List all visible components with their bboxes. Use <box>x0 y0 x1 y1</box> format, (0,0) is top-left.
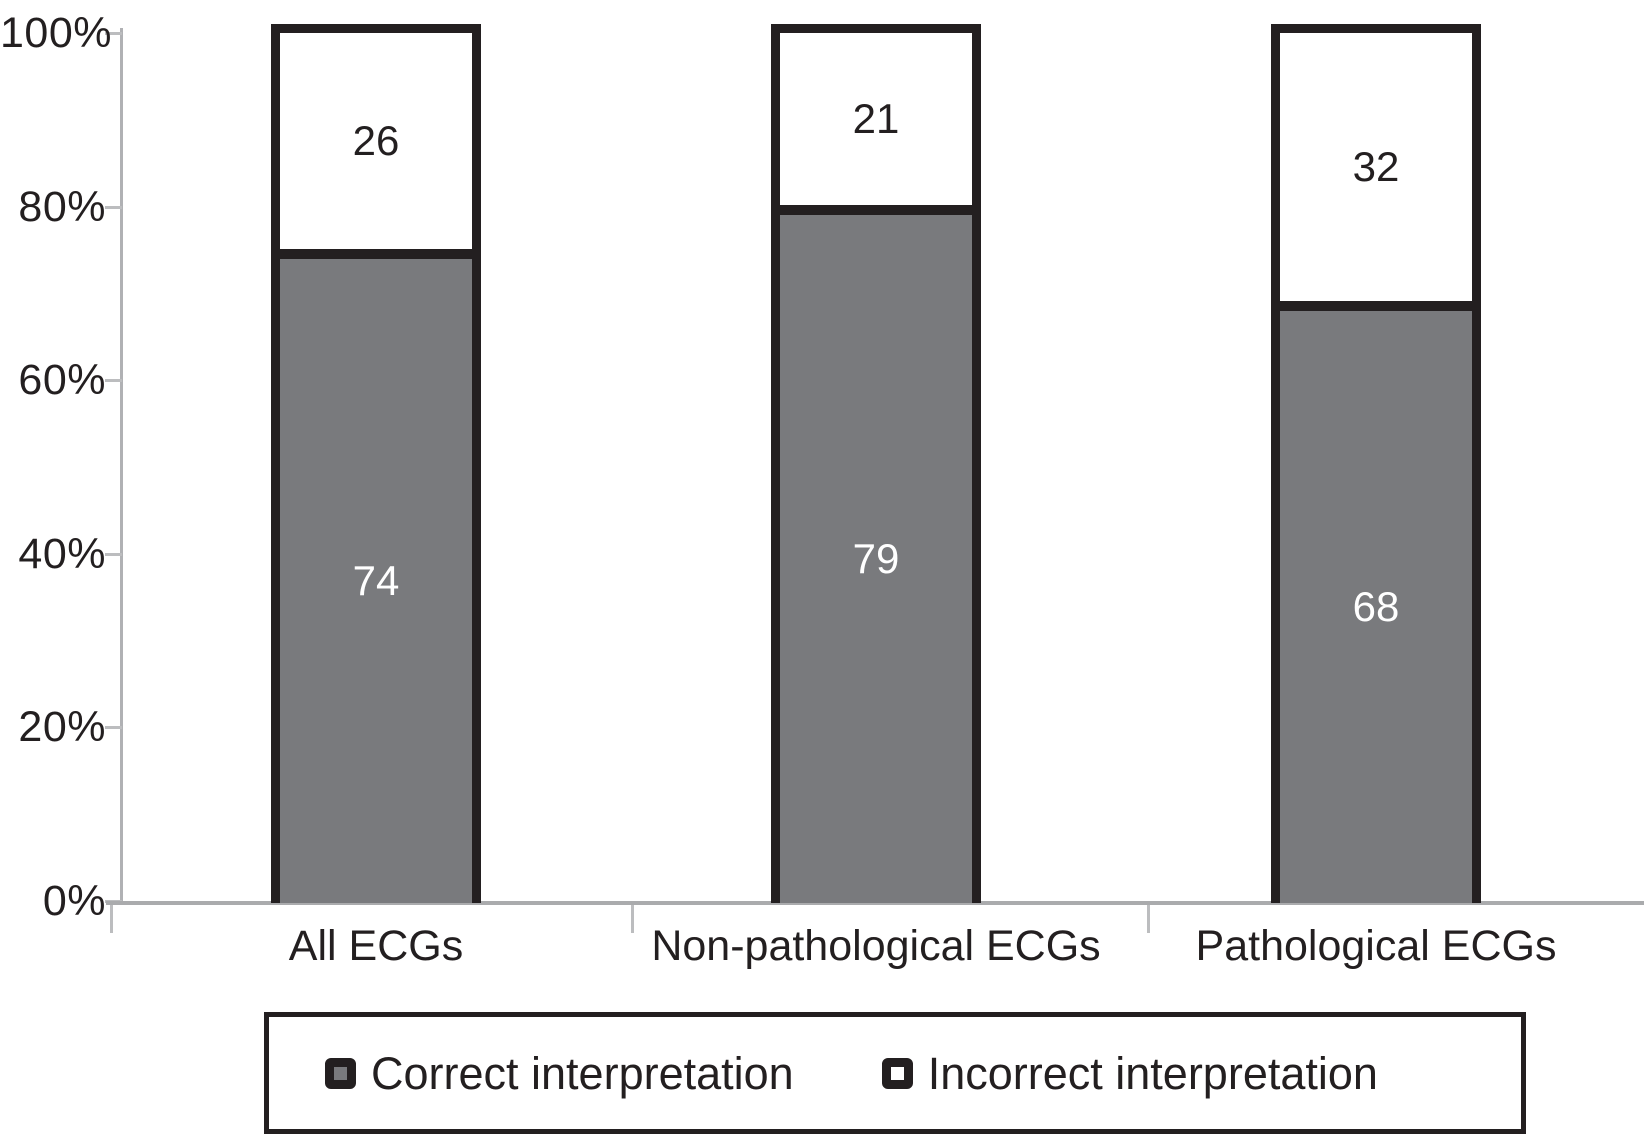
bar-group: 32 68 <box>1271 24 1481 903</box>
bar-value-label: 74 <box>352 557 400 604</box>
bar-value-label: 21 <box>852 95 900 142</box>
bar-segment-incorrect: 21 <box>780 33 972 215</box>
bar-segment-incorrect: 26 <box>280 33 472 259</box>
y-tick-label: 0% <box>42 877 106 925</box>
x-axis-line <box>106 901 1644 905</box>
x-tick-mark <box>631 903 634 933</box>
x-tick-mark <box>1147 903 1150 933</box>
bar-segment-correct: 79 <box>780 215 972 903</box>
y-tick-mark <box>105 205 122 209</box>
y-tick-mark <box>105 726 122 730</box>
y-tick-label: 80% <box>18 182 106 231</box>
legend-marker-correct-icon <box>325 1057 356 1089</box>
y-tick-label: 20% <box>18 703 106 752</box>
category-label: All ECGs <box>288 922 464 970</box>
y-tick-mark <box>105 379 122 383</box>
y-axis-line <box>120 28 123 903</box>
bar-value-label: 68 <box>1352 583 1400 630</box>
bar-segment-correct: 74 <box>280 259 472 903</box>
bar-group: 26 74 <box>271 24 481 903</box>
legend-item: Incorrect interpretation <box>881 1047 1378 1099</box>
category-label: Non-pathological ECGs <box>651 922 1101 970</box>
legend-item-label: Incorrect interpretation <box>927 1047 1378 1099</box>
legend-box: Correct interpretation Incorrect interpre… <box>264 1012 1526 1134</box>
bar-value-label: 32 <box>1352 143 1400 190</box>
bar-segment-incorrect: 32 <box>1280 33 1472 311</box>
legend-item-label: Correct interpretation <box>371 1047 794 1099</box>
y-tick-mark <box>105 32 122 35</box>
x-tick-mark <box>110 903 113 933</box>
y-tick-mark <box>105 552 122 556</box>
y-tick-label: 60% <box>18 356 106 405</box>
y-tick-label: 100% <box>0 9 112 57</box>
legend-item: Correct interpretation <box>325 1051 794 1096</box>
y-tick-label: 40% <box>18 529 106 578</box>
legend-marker-incorrect-icon <box>881 1057 913 1089</box>
bar-value-label: 26 <box>352 117 400 164</box>
bar-segment-correct: 68 <box>1280 311 1472 903</box>
bar-group: 21 79 <box>771 24 981 903</box>
category-label: Pathological ECGs <box>1195 922 1557 970</box>
bar-value-label: 79 <box>852 535 900 582</box>
